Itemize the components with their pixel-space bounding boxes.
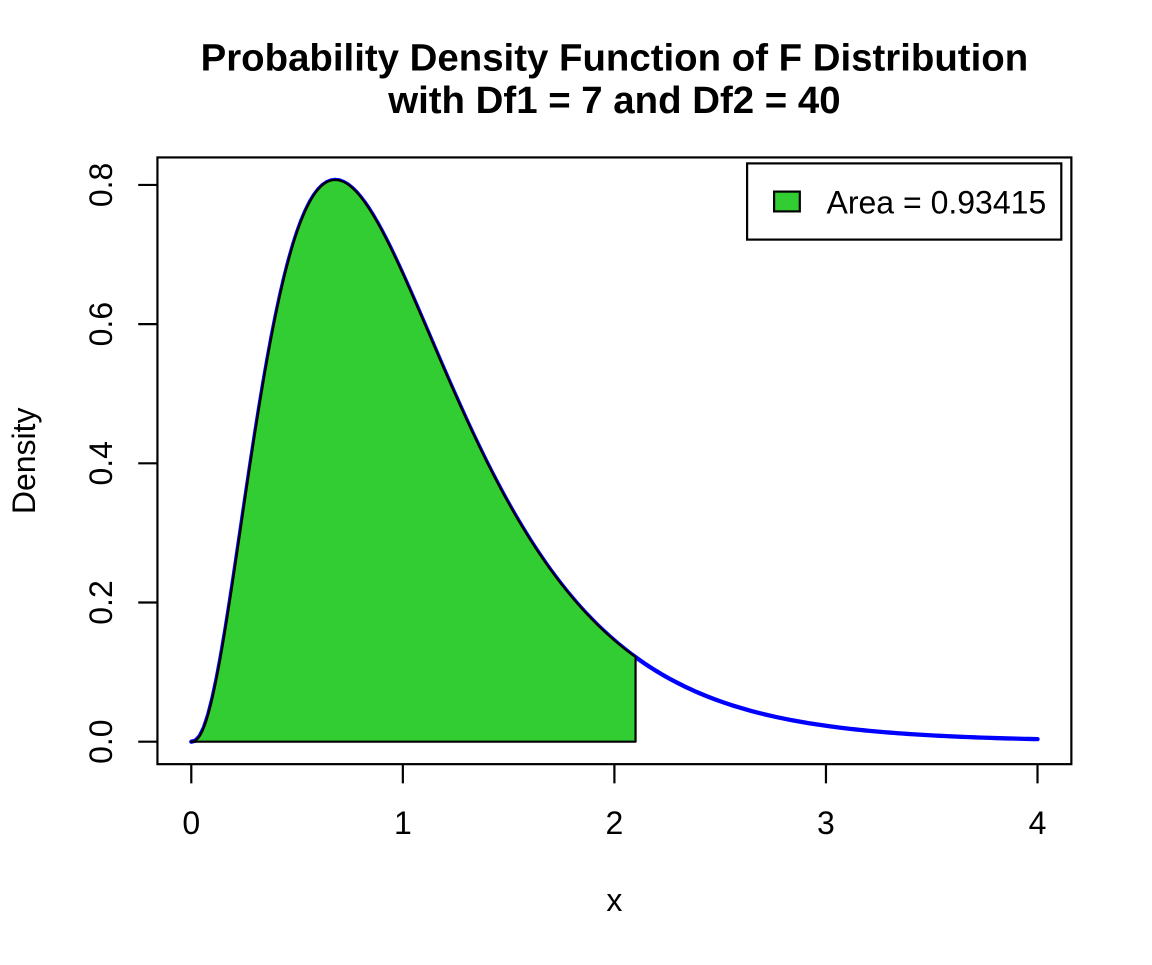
svg-text:1: 1: [394, 805, 412, 841]
svg-text:with Df1 = 7 and Df2 = 40: with Df1 = 7 and Df2 = 40: [387, 79, 840, 122]
svg-text:0: 0: [182, 805, 200, 841]
svg-text:0.4: 0.4: [83, 441, 119, 485]
svg-text:x: x: [606, 882, 622, 918]
svg-text:0.0: 0.0: [83, 719, 119, 763]
svg-text:3: 3: [817, 805, 835, 841]
svg-text:Area = 0.93415: Area = 0.93415: [827, 184, 1047, 220]
svg-text:Probability Density Function o: Probability Density Function of F Distri…: [201, 36, 1029, 79]
svg-text:0.6: 0.6: [83, 302, 119, 346]
svg-text:4: 4: [1029, 805, 1047, 841]
svg-text:Density: Density: [6, 407, 42, 514]
svg-text:0.8: 0.8: [83, 163, 119, 207]
svg-text:0.2: 0.2: [83, 580, 119, 624]
svg-text:2: 2: [606, 805, 624, 841]
